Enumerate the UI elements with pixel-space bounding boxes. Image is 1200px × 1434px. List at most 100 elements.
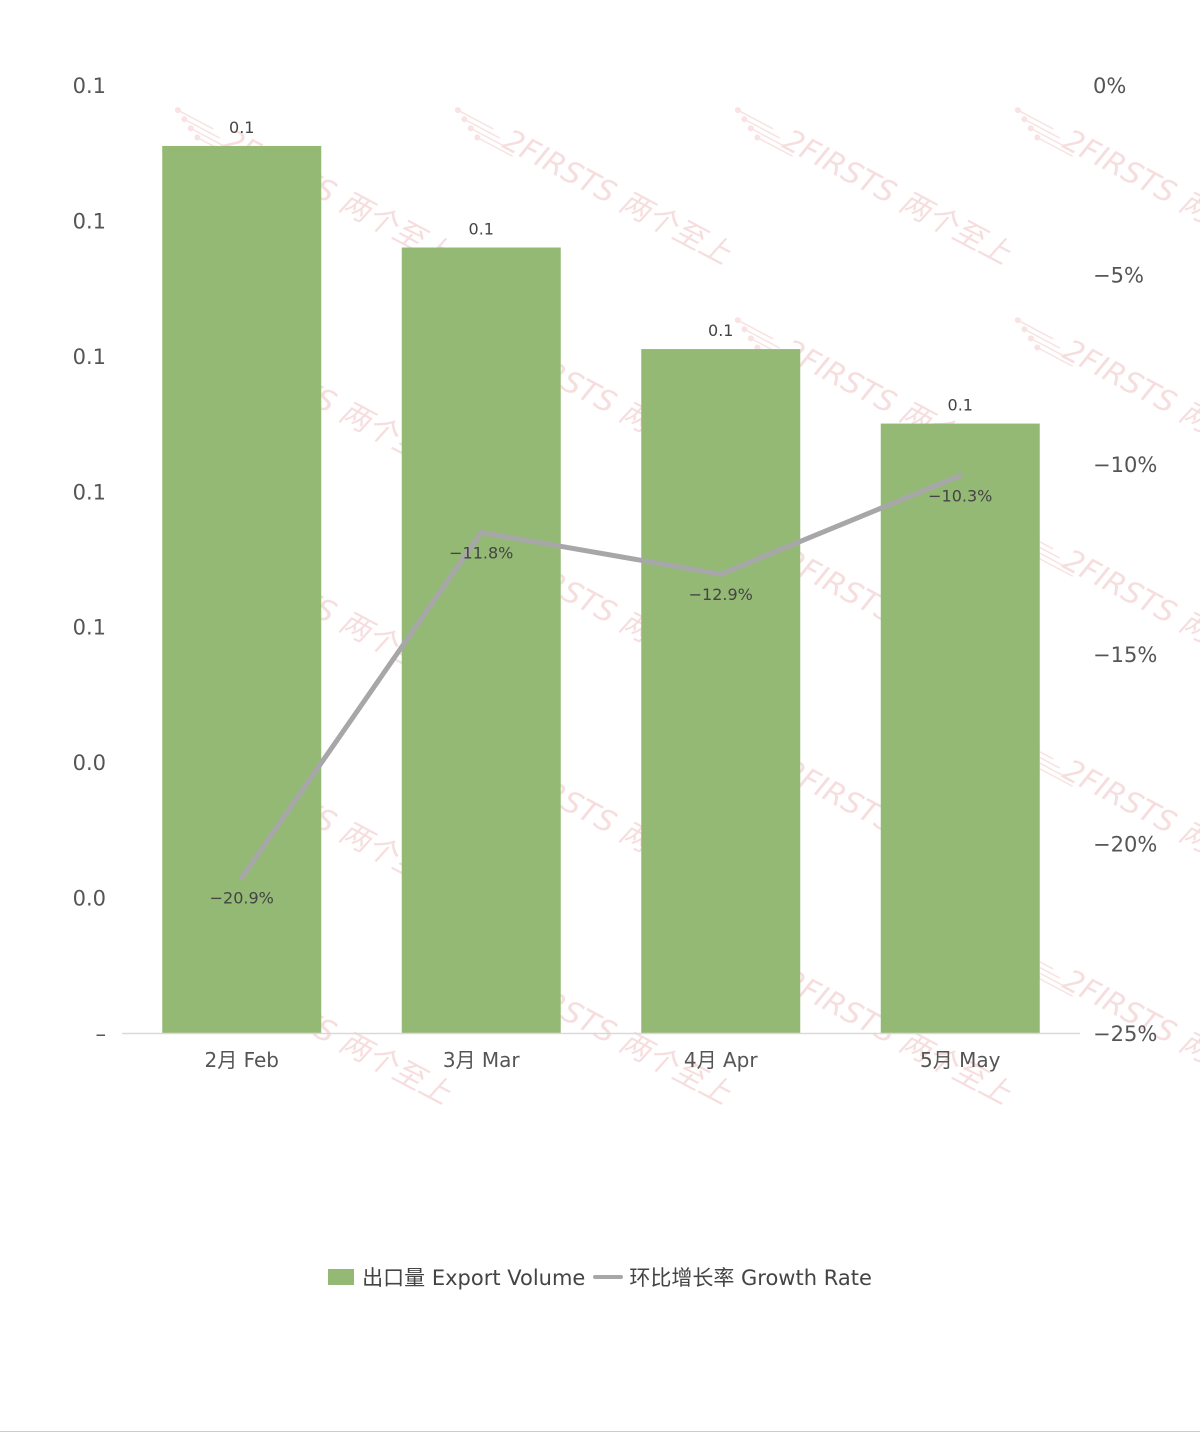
right-tick-label: 0% [1093,74,1126,98]
left-tick-label: 0.0 [73,751,106,775]
category-label: 2月 Feb [205,1048,280,1072]
watermark-stroke [1030,127,1067,148]
watermark-stroke [464,118,501,139]
watermark-dot [1021,116,1028,123]
watermark-dot [1021,326,1028,333]
legend: 出口量 Export Volume 环比增长率 Growth Rate [0,1262,1200,1292]
bar-value-label: 0.1 [229,118,254,137]
left-axis: – 0.0 0.0 0.1 0.1 0.1 0.1 0.1 [73,74,106,1046]
watermark-dot [474,134,481,141]
watermark-text: 2FIRSTS 两个至上 [777,123,1017,273]
growth-rate-label: −12.9% [689,585,753,604]
legend-line-swatch [593,1275,624,1279]
bar-value-label: 0.1 [948,396,973,415]
legend-label-growth-rate: 环比增长率 Growth Rate [629,1266,872,1290]
watermark-dot [1034,344,1041,351]
watermark-stroke [184,118,221,139]
watermark-dot [754,134,761,141]
watermark-stroke [1017,109,1054,130]
watermark-stroke [476,136,514,157]
left-tick-label: 0.1 [73,345,106,369]
bar [641,349,801,1034]
watermark-dot [741,116,748,123]
right-tick-label: −10% [1093,453,1157,477]
watermark-stroke [177,109,214,130]
watermark-dot [1014,317,1021,324]
watermark-dot [754,344,761,351]
right-axis: −25% −20% −15% −10% −5% 0% [1093,74,1157,1046]
growth-rate-label: −11.8% [449,543,513,562]
watermark-dot [1027,335,1034,342]
watermark-dot [747,125,754,132]
watermark-text: 2FIRSTS 两个至上 [1057,753,1200,903]
watermark-dot [194,134,201,141]
watermark-stroke [1036,976,1074,997]
right-tick-label: −25% [1093,1022,1157,1046]
watermark-stroke [457,109,494,130]
bar-data-labels: 0.1 0.1 0.1 0.1 [229,118,973,415]
watermark-stroke [1036,766,1074,787]
left-tick-label: 0.1 [73,209,106,233]
growth-rate-label: −20.9% [210,889,274,908]
category-label: 3月 Mar [443,1048,521,1072]
watermark-dot [454,107,461,114]
growth-rate-line [239,473,963,881]
right-tick-label: −15% [1093,643,1157,667]
watermark-stroke [190,127,227,148]
category-label: 5月 May [920,1048,1001,1072]
legend-item-export-volume: 出口量 Export Volume [328,1262,585,1292]
bar-series [162,145,1040,1034]
watermark-stroke [1024,328,1061,349]
watermark-dot [1034,134,1041,141]
watermark-stroke [1030,337,1067,358]
watermark-dot [174,107,181,114]
watermark-stroke [744,328,781,349]
watermark-dot [187,125,194,132]
watermark-stroke [1036,556,1074,577]
left-tick-label: 0.0 [73,887,106,911]
right-tick-label: −20% [1093,832,1157,856]
line-series [239,473,963,881]
watermark-dot [734,107,741,114]
bar [401,247,561,1033]
watermark-stroke [750,127,787,148]
legend-bar-swatch [328,1269,355,1285]
watermark-stroke [737,109,774,130]
x-axis: 2月 Feb 3月 Mar 4月 Apr 5月 May [205,1048,1001,1072]
legend-item-growth-rate: 环比增长率 Growth Rate [585,1262,872,1292]
left-tick-label: 0.1 [73,480,106,504]
watermark-stroke [470,127,507,148]
watermark-stroke [737,319,774,340]
watermark-dot [747,335,754,342]
watermark-text: 2FIRSTS 两个至上 [1057,123,1200,273]
watermark-dot [461,116,468,123]
bar [162,145,322,1033]
watermark-stroke [744,118,781,139]
watermark-dot [741,326,748,333]
growth-rate-label: −10.3% [928,487,992,506]
watermark-text: 2FIRSTS 两个至上 [1057,543,1200,693]
watermark-tile: 2FIRSTS 两个至上 [734,107,1017,273]
watermark-dot [1014,107,1021,114]
line-data-labels: −20.9% −11.8% −12.9% −10.3% [210,487,993,908]
watermark-dot [181,116,188,123]
left-tick-label: 0.1 [73,616,106,640]
watermark-tile: 2FIRSTS 两个至上 [454,107,737,272]
bottom-divider [0,1431,1200,1432]
watermark-stroke [1036,346,1074,367]
watermark-stroke [1036,136,1074,157]
left-tick-label: – [96,1022,107,1046]
category-label: 4月 Apr [684,1048,758,1072]
watermark-tile: 2FIRSTS 两个至上 [1014,107,1200,273]
watermark-dot [1027,125,1034,132]
bar-value-label: 0.1 [469,220,494,239]
watermark-dot [734,317,741,324]
watermark-stroke [756,136,794,157]
bar-value-label: 0.1 [708,321,733,340]
right-tick-label: −5% [1093,264,1144,288]
watermark-dot [467,125,474,132]
left-tick-label: 0.1 [73,74,106,98]
watermark-stroke [1024,118,1061,139]
legend-label-export-volume: 出口量 Export Volume [362,1266,586,1290]
